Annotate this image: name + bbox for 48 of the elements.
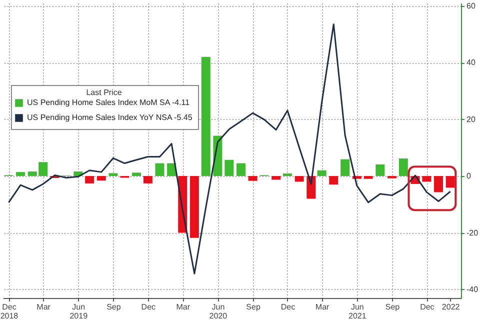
bar — [340, 159, 350, 176]
bar — [190, 176, 199, 238]
bar — [329, 176, 338, 185]
x-tick-label: Sep — [106, 302, 122, 312]
legend-title: Last Price — [86, 88, 122, 97]
legend-label: US Pending Home Sales Index YoY NSA -5.45 — [27, 113, 193, 122]
bar — [155, 163, 164, 176]
bar — [248, 176, 258, 181]
bar — [96, 176, 106, 181]
x-tick-label: Jun 2021 — [348, 302, 367, 320]
x-tick-label: Dec — [420, 302, 434, 312]
bar — [201, 56, 210, 176]
bar — [294, 176, 304, 182]
x-tick-label: Sep — [246, 302, 261, 312]
bar — [398, 158, 408, 176]
x-tick-label: Jun 2020 — [209, 302, 228, 320]
x-tick-label: Dec — [280, 302, 296, 312]
y-tick-label: -40 — [466, 284, 479, 294]
y-tick-label: 60 — [466, 1, 476, 10]
y-tick-label: 0 — [466, 172, 472, 181]
x-tick-label: Mar — [315, 302, 330, 312]
bar — [132, 172, 141, 176]
legend-label: US Pending Home Sales Index MoM SA -4.11 — [27, 98, 190, 107]
bar — [143, 176, 152, 184]
bar — [376, 164, 385, 176]
y-tick-label: -20 — [466, 228, 479, 238]
bar — [85, 176, 94, 184]
x-tick-label: Dec — [141, 302, 156, 312]
bar — [364, 176, 373, 179]
bar — [282, 173, 292, 176]
bar — [224, 160, 234, 176]
y-tick-label: 20 — [466, 114, 476, 124]
x-tick-label: Mar — [36, 302, 51, 312]
bar — [236, 163, 246, 176]
bar — [422, 176, 432, 182]
bar — [317, 170, 326, 176]
y-tick-label: 40 — [466, 58, 476, 68]
x-tick-label: 2022 — [442, 302, 460, 312]
bar — [446, 176, 455, 188]
line-series — [8, 24, 452, 274]
x-tick-label: Sep — [385, 302, 400, 312]
bar — [272, 176, 281, 180]
x-tick-label: Jun 2019 — [70, 302, 88, 320]
bar — [108, 173, 118, 176]
bar — [16, 172, 26, 176]
bar — [434, 176, 443, 192]
x-tick-label: Mar — [176, 302, 190, 312]
x-tick-label: Dec 2018 — [0, 302, 19, 320]
